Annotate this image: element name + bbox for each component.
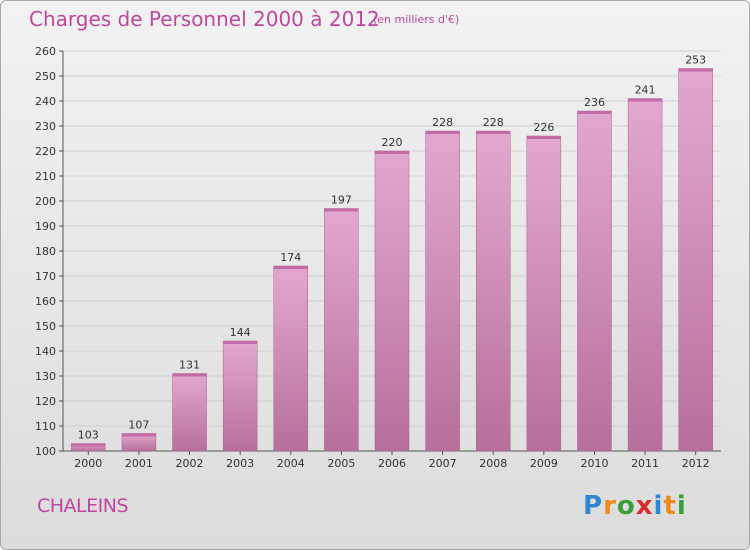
logo-letter: P xyxy=(583,491,604,521)
bar xyxy=(273,265,309,452)
bar xyxy=(425,130,460,452)
x-tick-label: 2006 xyxy=(378,457,406,470)
commune-name: CHALEINS xyxy=(37,495,129,517)
x-tick-label: 2004 xyxy=(277,457,305,470)
bar-top-edge xyxy=(577,111,612,114)
x-tick-label: 2003 xyxy=(226,457,254,470)
bar-top-edge xyxy=(375,151,409,154)
y-tick-label: 120 xyxy=(35,395,56,408)
bar xyxy=(475,130,511,452)
bar xyxy=(374,150,410,452)
x-tick-label: 2010 xyxy=(580,457,608,470)
bar-value-label: 103 xyxy=(78,429,99,442)
bar xyxy=(172,373,207,452)
logo-letter: i xyxy=(676,491,687,521)
bar-value-label: 236 xyxy=(584,96,605,109)
y-tick-label: 230 xyxy=(35,120,56,133)
x-tick-label: 2011 xyxy=(631,457,659,470)
logo-letter: i xyxy=(653,491,664,521)
y-tick-label: 110 xyxy=(35,420,56,433)
x-tick-label: 2008 xyxy=(479,457,507,470)
y-tick-label: 140 xyxy=(35,345,56,358)
y-tick-label: 240 xyxy=(35,95,56,108)
bar xyxy=(526,135,562,452)
bar-value-label: 241 xyxy=(635,84,656,97)
bar-value-label: 220 xyxy=(382,136,403,149)
y-tick-label: 180 xyxy=(35,245,56,258)
x-tick-label: 2009 xyxy=(530,457,558,470)
bar-top-edge xyxy=(678,68,713,72)
bar-value-label: 107 xyxy=(128,419,149,432)
bar xyxy=(222,340,258,452)
y-tick-label: 130 xyxy=(35,370,56,383)
x-tick-label: 2001 xyxy=(125,457,153,470)
y-tick-label: 220 xyxy=(35,145,56,158)
bar-top-edge xyxy=(273,266,308,269)
y-tick-label: 170 xyxy=(35,270,56,283)
bar-top-edge xyxy=(223,341,258,344)
x-tick-label: 2005 xyxy=(327,457,355,470)
bar-top-edge xyxy=(476,131,511,134)
logo-letter: o xyxy=(616,491,636,521)
y-tick-label: 190 xyxy=(35,220,56,233)
bar-value-label: 253 xyxy=(685,54,706,67)
x-tick-label: 2002 xyxy=(176,457,204,470)
bar-value-label: 131 xyxy=(179,359,200,372)
bar-value-label: 197 xyxy=(331,194,352,207)
x-tick-label: 2012 xyxy=(682,457,710,470)
logo-letter: r xyxy=(603,491,617,521)
logo-letter: t xyxy=(663,491,677,521)
bar xyxy=(577,110,612,452)
bar-top-edge xyxy=(526,136,561,139)
bar-value-label: 228 xyxy=(432,116,453,129)
bar-top-edge xyxy=(172,373,207,377)
bar xyxy=(324,208,359,452)
bar-top-edge xyxy=(628,98,663,102)
bar-top-edge xyxy=(121,433,156,437)
chart-subtitle: (en milliers d'€) xyxy=(373,13,460,26)
bar-value-label: 228 xyxy=(483,116,504,129)
y-tick-label: 260 xyxy=(35,45,56,58)
bar-value-label: 226 xyxy=(533,121,554,134)
bar-top-edge xyxy=(425,131,460,134)
bar xyxy=(627,98,663,452)
bar-value-label: 174 xyxy=(280,251,301,264)
y-tick-label: 250 xyxy=(35,70,56,83)
logo-letter: x xyxy=(635,491,654,521)
y-tick-label: 160 xyxy=(35,295,56,308)
proxiti-logo[interactable]: Proxiti xyxy=(583,491,687,521)
y-tick-label: 200 xyxy=(35,195,56,208)
bar-top-edge xyxy=(71,443,106,447)
bar xyxy=(678,68,713,452)
y-tick-label: 150 xyxy=(35,320,56,333)
y-tick-label: 210 xyxy=(35,170,56,183)
x-tick-label: 2007 xyxy=(429,457,457,470)
x-tick-label: 2000 xyxy=(74,457,102,470)
y-tick-label: 100 xyxy=(35,445,56,458)
bar-value-label: 144 xyxy=(230,326,251,339)
bar-top-edge xyxy=(324,208,359,212)
chart-title: Charges de Personnel 2000 à 2012 xyxy=(29,7,380,31)
